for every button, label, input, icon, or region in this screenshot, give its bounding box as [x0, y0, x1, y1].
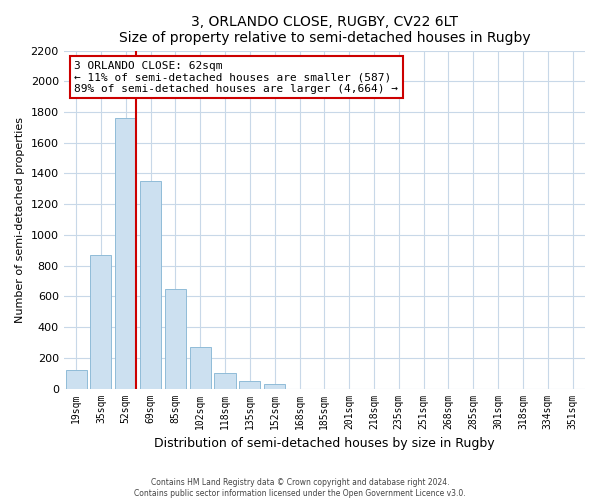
- Bar: [115, 118, 136, 388]
- Y-axis label: Number of semi-detached properties: Number of semi-detached properties: [15, 116, 25, 322]
- Bar: [140, 181, 161, 388]
- Bar: [91, 255, 112, 388]
- Text: 3 ORLANDO CLOSE: 62sqm
← 11% of semi-detached houses are smaller (587)
89% of se: 3 ORLANDO CLOSE: 62sqm ← 11% of semi-det…: [74, 60, 398, 94]
- Bar: [264, 384, 285, 388]
- X-axis label: Distribution of semi-detached houses by size in Rugby: Distribution of semi-detached houses by …: [154, 437, 494, 450]
- Title: 3, ORLANDO CLOSE, RUGBY, CV22 6LT
Size of property relative to semi-detached hou: 3, ORLANDO CLOSE, RUGBY, CV22 6LT Size o…: [119, 15, 530, 45]
- Bar: [214, 373, 236, 388]
- Bar: [239, 381, 260, 388]
- Bar: [65, 370, 86, 388]
- Bar: [190, 347, 211, 389]
- Text: Contains HM Land Registry data © Crown copyright and database right 2024.
Contai: Contains HM Land Registry data © Crown c…: [134, 478, 466, 498]
- Bar: [165, 290, 186, 388]
